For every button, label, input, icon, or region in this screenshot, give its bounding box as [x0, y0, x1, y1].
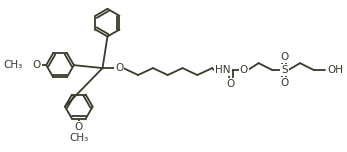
Text: O: O — [32, 60, 41, 70]
Text: O: O — [75, 122, 83, 132]
Text: S: S — [281, 65, 288, 75]
Text: O: O — [280, 52, 288, 62]
Text: O: O — [280, 78, 288, 88]
Text: O: O — [227, 79, 235, 89]
Text: HN: HN — [215, 65, 231, 75]
Text: CH₃: CH₃ — [69, 133, 88, 143]
Text: O: O — [115, 63, 124, 73]
Text: O: O — [240, 65, 248, 75]
Text: CH₃: CH₃ — [3, 60, 23, 70]
Text: OH: OH — [328, 65, 344, 75]
